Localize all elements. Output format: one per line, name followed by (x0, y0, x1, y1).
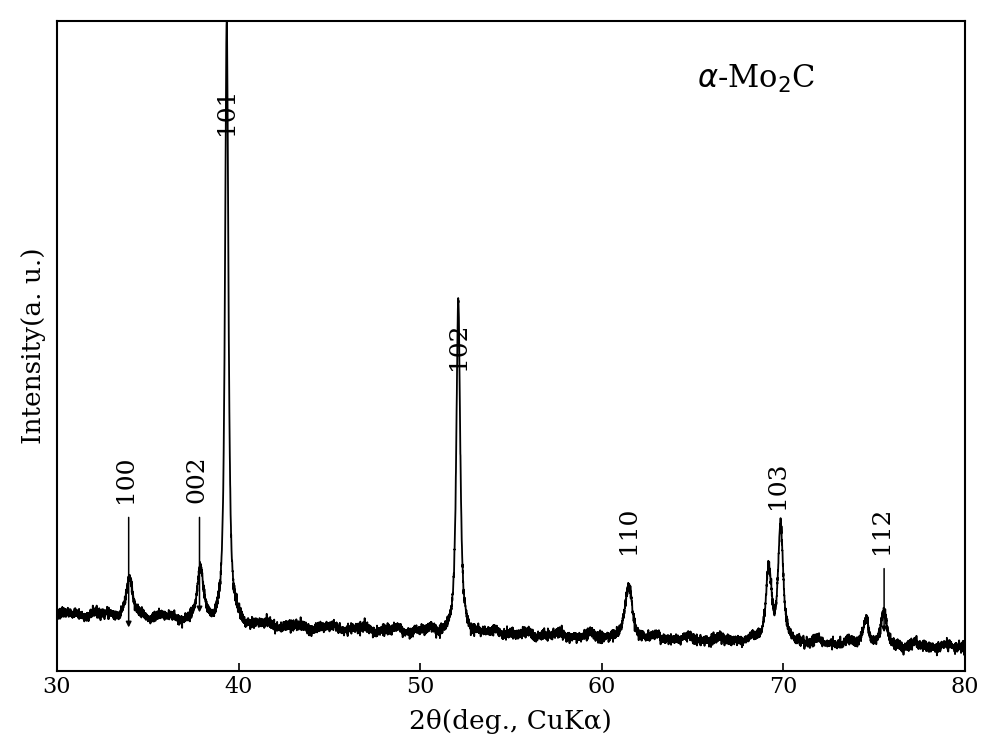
Text: 102: 102 (447, 322, 470, 370)
Text: 112: 112 (870, 507, 893, 553)
Text: 002: 002 (185, 455, 208, 503)
Text: 103: 103 (766, 461, 789, 509)
Text: 101: 101 (215, 88, 238, 135)
Text: 100: 100 (114, 455, 137, 503)
X-axis label: 2θ(deg., CuKα): 2θ(deg., CuKα) (409, 709, 612, 734)
Text: $\alpha$-Mo$_2$C: $\alpha$-Mo$_2$C (697, 63, 815, 95)
Text: 110: 110 (617, 507, 640, 553)
Y-axis label: Intensity(a. u.): Intensity(a. u.) (21, 248, 46, 445)
